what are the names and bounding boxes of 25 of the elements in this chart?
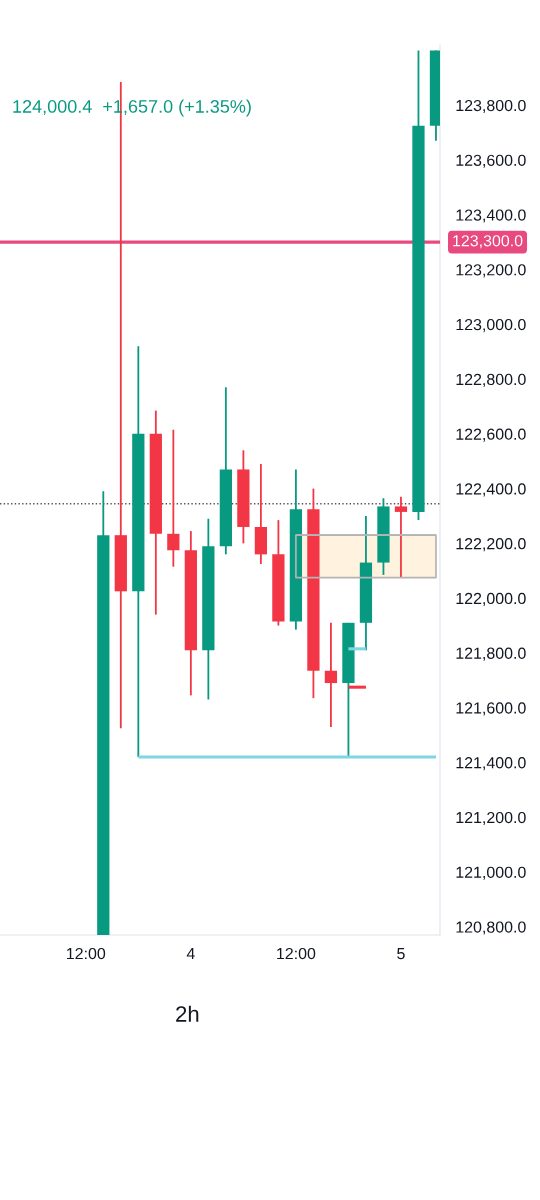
text: 2h [176,1005,199,1022]
y-tick-label: 122,800.0 [456,373,526,387]
y-tick-label: 123,000.0 [456,318,526,333]
y-tick-label: 122,200.0 [456,538,526,552]
y-tick-label: 121,400.0 [456,757,526,771]
y-tick-label: 122,400.0 [456,483,526,497]
y-tick-label: 123,200.0 [456,264,526,278]
x-tick-label: 5 [397,948,405,960]
y-tick-label: 123,800.0 [456,99,526,114]
y-tick-label: 121,000.0 [456,866,526,880]
y-tick-label: 122,600.0 [456,428,526,442]
y-tick-label: 120,800.0 [456,921,526,935]
x-tick-label: 12:00 [277,947,316,960]
x-tick-label: 12:00 [67,947,106,960]
candlestick [167,428,180,568]
x-tick-label: 4 [186,948,195,960]
candlestick [394,495,408,579]
ref-line-label: 123,300.0 [453,235,523,249]
y-tick-label: 123,400.0 [456,209,526,223]
y-tick-label: 123,600.0 [456,154,526,168]
candlestick [324,621,338,728]
y-tick-label: 121,200.0 [456,811,526,826]
y-tick-label: 122,000.0 [456,592,526,606]
y-tick-label: 121,600.0 [456,702,526,716]
y-tick-label: 121,800.0 [456,647,526,661]
